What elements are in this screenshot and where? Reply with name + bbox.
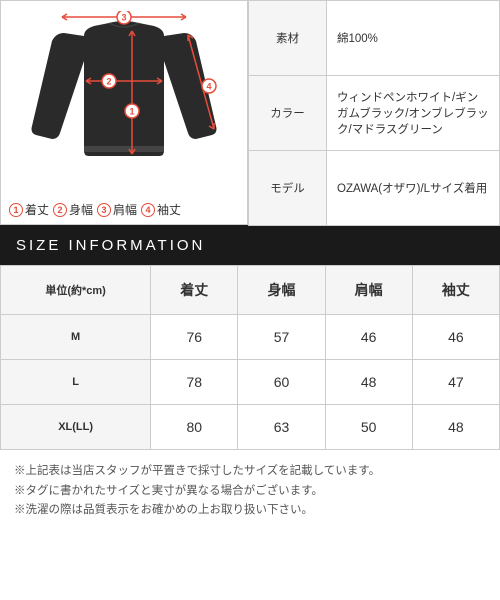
product-info-table: 素材 綿100% カラー ウィンドペンホワイト/ギンガムブラック/オンブレブラッ… (248, 0, 500, 226)
info-value: ウィンドペンホワイト/ギンガムブラック/オンブレブラック/マドラスグリーン (327, 76, 500, 151)
svg-text:4: 4 (206, 82, 211, 92)
size-label: M (1, 315, 151, 360)
size-cell: 47 (412, 360, 499, 405)
measurement-diagram: 3 2 1 4 (0, 0, 248, 225)
info-label: モデル (249, 151, 327, 226)
size-label: L (1, 360, 151, 405)
note-line: ※洗濯の際は品質表示をお確かめの上お取り扱い下さい。 (14, 501, 486, 521)
size-table: 単位(約*cm) 着丈 身幅 肩幅 袖丈 M 76 57 46 46 L 78 … (0, 265, 500, 450)
size-cell: 57 (238, 315, 325, 360)
note-line: ※タグに書かれたサイズと実寸が異なる場合がございます。 (14, 482, 486, 502)
info-row-model: モデル OZAWA(オザワ)/Lサイズ着用 (249, 151, 500, 226)
top-section: 3 2 1 4 (0, 0, 500, 225)
size-cell: 48 (325, 360, 412, 405)
size-row: XL(LL) 80 63 50 48 (1, 405, 500, 450)
size-cell: 63 (238, 405, 325, 450)
size-information-banner: SIZE INFORMATION (0, 225, 500, 265)
diagram-legend: 1着丈 2身幅 3肩幅 4袖丈 (9, 201, 181, 218)
col-header: 着丈 (151, 266, 238, 315)
col-header: 肩幅 (325, 266, 412, 315)
size-cell: 46 (412, 315, 499, 360)
info-value: 綿100% (327, 1, 500, 76)
size-cell: 50 (325, 405, 412, 450)
svg-text:2: 2 (106, 77, 111, 87)
note-line: ※上記表は当店スタッフが平置きで採寸したサイズを記載しています。 (14, 462, 486, 482)
size-cell: 46 (325, 315, 412, 360)
info-value: OZAWA(オザワ)/Lサイズ着用 (327, 151, 500, 226)
size-row: M 76 57 46 46 (1, 315, 500, 360)
info-label: カラー (249, 76, 327, 151)
info-row-material: 素材 綿100% (249, 1, 500, 76)
col-header: 身幅 (238, 266, 325, 315)
size-cell: 60 (238, 360, 325, 405)
info-row-color: カラー ウィンドペンホワイト/ギンガムブラック/オンブレブラック/マドラスグリー… (249, 76, 500, 151)
unit-header: 単位(約*cm) (1, 266, 151, 315)
size-cell: 48 (412, 405, 499, 450)
size-label: XL(LL) (1, 405, 151, 450)
col-header: 袖丈 (412, 266, 499, 315)
info-label: 素材 (249, 1, 327, 76)
size-cell: 80 (151, 405, 238, 450)
size-cell: 78 (151, 360, 238, 405)
svg-text:1: 1 (129, 107, 134, 117)
notes-section: ※上記表は当店スタッフが平置きで採寸したサイズを記載しています。 ※タグに書かれ… (0, 450, 500, 533)
size-cell: 76 (151, 315, 238, 360)
size-row: L 78 60 48 47 (1, 360, 500, 405)
svg-text:3: 3 (121, 13, 126, 23)
size-table-header: 単位(約*cm) 着丈 身幅 肩幅 袖丈 (1, 266, 500, 315)
sweater-illustration: 3 2 1 4 (11, 11, 237, 171)
